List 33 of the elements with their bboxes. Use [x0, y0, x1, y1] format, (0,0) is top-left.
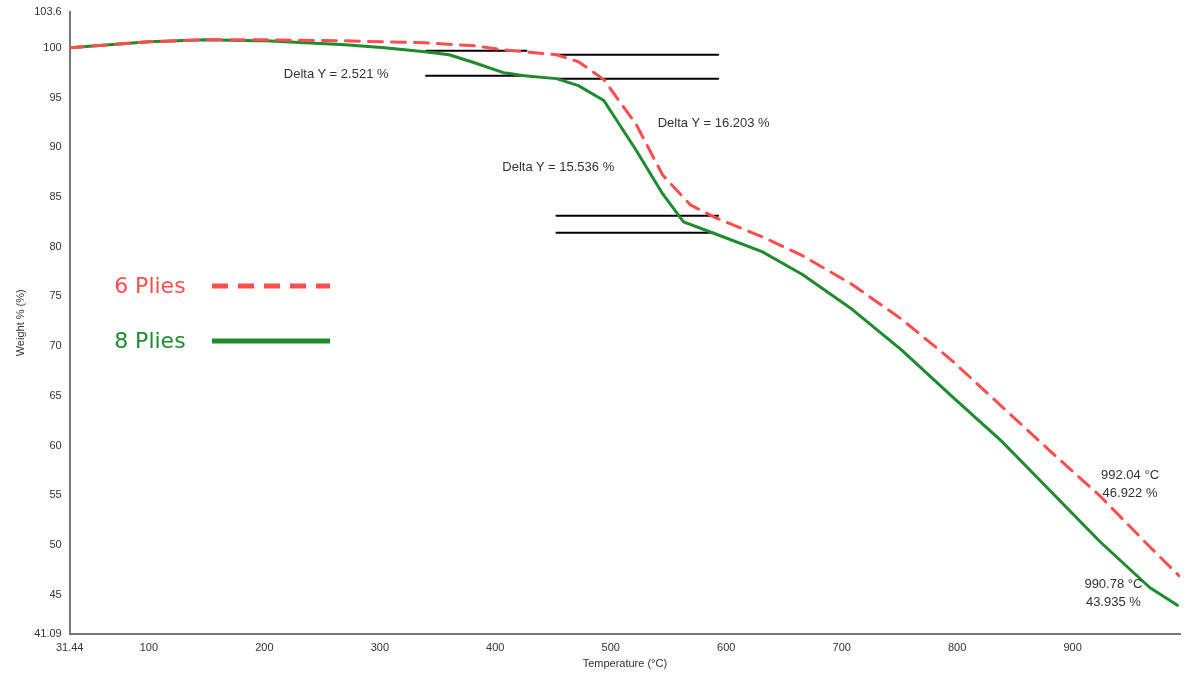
- y-tick-label: 41.09: [34, 626, 62, 639]
- text: 6 Plies: [114, 273, 186, 299]
- x-tick-label: 31.44: [55, 641, 84, 654]
- text: 8 Plies: [114, 328, 186, 354]
- y-tick-label: 95: [49, 90, 62, 103]
- x-tick-label: 700: [832, 641, 851, 654]
- y-axis-title: Weight % (%): [13, 289, 26, 357]
- y-tick-label: 55: [49, 488, 62, 501]
- x-tick-label: 200: [255, 641, 274, 654]
- y-tick-label: 50: [49, 538, 62, 551]
- y-tick-label: 90: [49, 140, 62, 153]
- annotation: Delta Y = 2.521 %: [283, 65, 389, 81]
- y-tick-label: 70: [49, 339, 62, 352]
- y-tick-label: 75: [49, 289, 62, 302]
- y-tick-label: 65: [49, 388, 62, 401]
- x-tick-label: 600: [717, 641, 736, 654]
- annotation: 992.04 °C 46.922 %: [1101, 466, 1160, 500]
- annotation: 990.78 °C 43.935 %: [1084, 575, 1143, 609]
- y-tick-label: 60: [49, 438, 62, 451]
- x-tick-label: 800: [947, 641, 967, 654]
- x-tick-label: 900: [1063, 641, 1082, 654]
- y-tick-label: 85: [49, 189, 62, 202]
- y-tick-label: 80: [49, 239, 62, 252]
- y-tick-label: 103.6: [34, 5, 62, 18]
- x-axis-title: Temperature (°C): [582, 657, 668, 670]
- x-tick-label: 300: [370, 641, 389, 654]
- y-tick-label: 100: [43, 40, 62, 53]
- y-tick-label: 45: [49, 587, 62, 600]
- x-tick-label: 400: [486, 641, 505, 654]
- x-tick-label: 100: [139, 641, 159, 654]
- annotation: Delta Y = 15.536 %: [502, 158, 615, 174]
- x-tick-label: 500: [601, 641, 620, 654]
- annotation: Delta Y = 16.203 %: [657, 115, 771, 131]
